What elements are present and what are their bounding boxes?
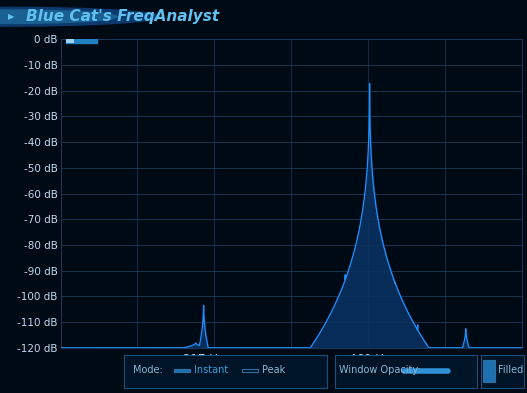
FancyBboxPatch shape [124,355,327,387]
FancyBboxPatch shape [335,355,477,387]
Text: Window Opacity:: Window Opacity: [339,365,421,375]
Bar [174,369,190,372]
Circle shape [0,7,159,26]
Text: Mode:: Mode: [133,365,163,375]
Bar [174,369,190,372]
Text: Instant: Instant [194,365,228,375]
Bar [66,39,74,43]
Text: Peak: Peak [262,365,286,375]
Text: Blue Cat's FreqAnalyst: Blue Cat's FreqAnalyst [26,9,219,24]
Text: Filled: Filled [498,365,523,375]
Text: ▶: ▶ [8,12,15,21]
Bar [242,369,258,372]
Circle shape [0,10,117,23]
Bar [483,360,495,382]
FancyBboxPatch shape [481,355,524,387]
